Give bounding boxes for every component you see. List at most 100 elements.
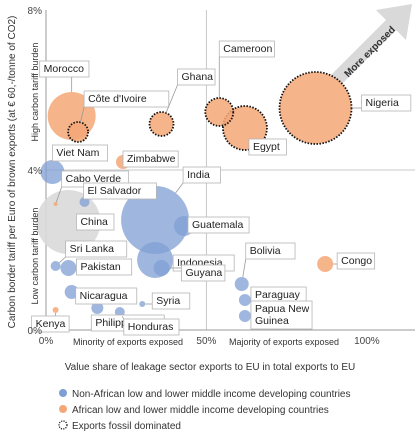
label-box [248,138,287,156]
label-leader-line [175,182,184,194]
bubble-label-text: Sri Lanka [70,243,115,255]
bubble-label-text: Bolivia [250,245,281,257]
label-box [39,60,90,78]
more-exposed-label: More exposed [343,25,398,80]
bubble-label-guyana: Guyana [169,264,226,282]
label-box [76,258,133,276]
bubble-label-text: Viet Nam [56,147,99,159]
label-box [336,252,376,270]
bubble-label-text: Syria [156,295,180,307]
tick-labels-layer: 0% 4% 8% 0% 50% 100% [28,6,380,347]
label-box [187,216,250,234]
bubble-label-syria: Syria [145,292,191,310]
bubble-label-text: Guatemala [192,219,244,231]
bubble-label-text: Pakistan [80,261,120,273]
bubble-label-text: Ghana [182,71,214,83]
bubble-label-text: Cameroon [223,43,272,55]
bubble-el-salvador [79,197,90,207]
y-tick-label: 0% [28,326,43,337]
bubble-viet-nam [40,160,65,184]
bubble-papua-new-guinea [238,310,251,322]
label-leader-line [80,106,85,123]
bubble-label-india: India [175,166,221,194]
bubble-label-text: Nicaragua [80,290,128,302]
label-box [65,240,128,258]
legend-label-non-african: Non-African low and lower middle income … [72,389,350,400]
bubble-label-text: China [80,216,108,228]
bubble-labels-layer: Morocco Côte d'Ivoire Ghana Cameroon Egypt Ni… [31,40,412,336]
band-label-majority: Majority of exports exposed [229,337,339,347]
bubble-label-china: China [76,213,115,231]
bubble-label-text: Côte d'Ivoire [88,93,147,105]
label-leader-line [55,186,63,203]
bubble-label-text: Guinea [255,315,289,327]
band-label-minority: Minority of exports exposed [73,337,183,347]
bubble-label-text: Guyana [186,267,223,279]
more-exposed-arrow: More exposed [331,4,412,85]
bubble-label-text: Zimbabwe [127,153,176,165]
label-box [182,166,221,184]
band-label-low-burden: Low carbon tariff burden [30,208,40,305]
bubble-label-ghana: Ghana [165,68,216,114]
bubble-pakistan [60,260,77,276]
bubble-india [121,186,190,254]
label-box [177,68,216,86]
label-box [75,287,138,305]
legend-label-african: African low and lower middle income deve… [72,405,329,416]
bubble-label-text: Congo [341,255,372,267]
bubble-bolivia [234,277,249,291]
x-tick-label: 0% [39,336,54,347]
bubble-label-honduras: Honduras [121,316,180,336]
x-tick-label: 100% [354,336,380,347]
bubble-label-text: Papua New [255,303,310,315]
bubble-label-cote-d-ivoire: Côte d'Ivoire [80,90,170,123]
y-axis-title: Carbon border tariff per Euro of brown e… [7,16,18,329]
bubble-label-morocco: Morocco [39,60,90,92]
x-axis-title: Value share of leakage sector exports to… [65,362,356,373]
y-tick-label: 4% [28,166,43,177]
bubble-label-text: El Salvador [88,185,142,197]
bubble-paraguay [238,294,251,306]
bubble-label-congo: Congo [333,252,376,270]
bubble-label-text: Paraguay [255,289,301,301]
bubble-label-pakistan: Pakistan [76,258,133,276]
band-label-high-burden: High carbon tariff burden [30,43,40,142]
legend-swatch-african [59,405,67,413]
bubble-label-text: Nigeria [366,97,399,109]
bubble-label-el-salvador: El Salvador [83,182,157,200]
label-box [31,315,70,333]
bubble-kenya [52,307,59,313]
bubble-label-egypt: Egypt [248,138,287,156]
label-box [181,264,226,282]
bubble-label-cameroon: Cameroon [218,40,275,98]
legend: Non-African low and lower middle income … [58,389,350,432]
label-leader-line [59,256,66,263]
label-box [83,182,157,200]
legend-swatch-fossil [58,420,68,430]
bubbles-layer [36,71,353,322]
bubble-philippines [91,302,104,314]
label-leader-line [242,258,247,278]
label-box [122,150,179,168]
label-leader-line [165,84,178,114]
bubble-label-kenya: Kenya [31,313,70,333]
label-box [218,40,275,58]
x-tick-label: 50% [196,336,216,347]
label-box [151,292,191,310]
bubble-honduras [114,307,125,317]
bubble-label-text: India [187,169,210,181]
bubble-label-bolivia: Bolivia [242,242,296,278]
bubble-label-text: Morocco [44,63,84,75]
bubble-syria [139,301,146,307]
bubble-nigeria [278,71,353,145]
bubble-label-nigeria: Nigeria [351,94,412,112]
label-box [76,213,115,231]
label-box [250,300,313,330]
label-box [83,90,170,108]
upper-left-quadrant-background [46,10,207,170]
label-box [123,318,180,336]
bubble-label-text: Honduras [128,321,174,333]
bubble-sri-lanka [50,261,61,271]
bubble-cameroon [204,97,235,127]
